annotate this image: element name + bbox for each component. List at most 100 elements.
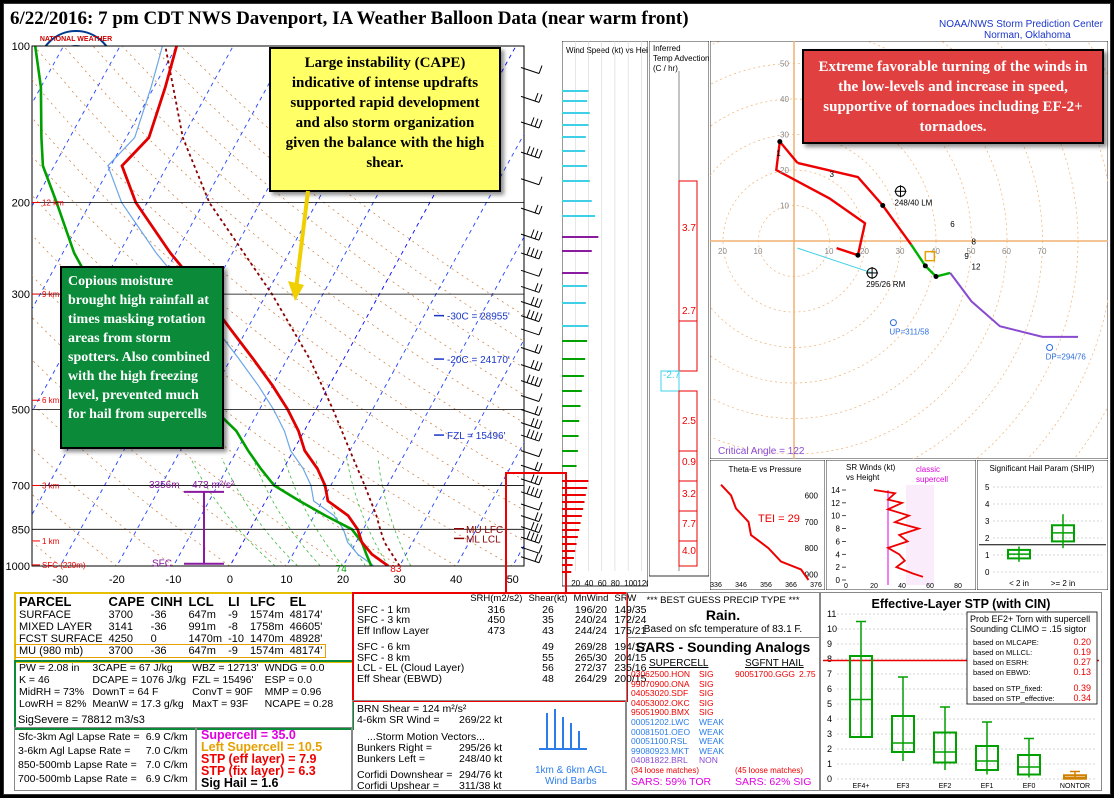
- wind-barb-flag: [534, 361, 539, 370]
- ship-y-tick: 4: [985, 500, 990, 509]
- precip-title: *** BEST GUESS PRECIP TYPE ***: [646, 595, 800, 606]
- wind-barb-flag: [538, 284, 543, 293]
- thermo-indices-box: PW = 2.08 in 3CAPE = 67 J/kg WBZ = 12713' W…: [14, 660, 354, 730]
- ship-category-label: < 2 in: [1009, 579, 1029, 588]
- ship-category-label: >= 2 in: [1051, 579, 1075, 588]
- temp-advection-value: 2.7: [682, 306, 696, 317]
- wind-barb-flag: [534, 118, 539, 127]
- stp-probability-label: based on EBWD:: [973, 668, 1031, 677]
- wind-barb-flag: [534, 419, 539, 428]
- stp-y-tick: 0: [827, 774, 832, 784]
- wind-barb: [520, 544, 543, 554]
- wind-barb-flag: [534, 461, 539, 471]
- sr-winds-annotation-2: supercell: [916, 475, 948, 484]
- isotherm-line: [32, 46, 291, 516]
- thermo-cell: ConvT = 90F: [192, 686, 253, 698]
- pressure-tick-label: 500: [12, 404, 30, 416]
- hodograph-ring-label: 50: [780, 60, 789, 69]
- wind-barb: [520, 461, 543, 472]
- wind-barb-staff: [520, 526, 540, 534]
- wind-barb-flag: [538, 534, 543, 544]
- wind-barb-staff: [520, 395, 540, 402]
- precip-type-box: *** BEST GUESS PRECIP TYPE *** Rain. Bas…: [626, 592, 820, 638]
- kinematic-cell: 194/17: [614, 641, 647, 653]
- pressure-tick-label: 300: [12, 289, 30, 301]
- parcel-table-cell: 0: [150, 633, 157, 645]
- hodograph-ring-label: 30: [780, 131, 789, 140]
- wind-barb-flag: [530, 117, 535, 126]
- hodograph-point-label: 1: [776, 149, 781, 158]
- stp-box: [891, 715, 915, 753]
- wind-barb-flag: [530, 296, 535, 306]
- bottom-panel: PARCEL CAPE CINH LCL LI LFC EL SURFACE 3700 -36 64…: [12, 592, 1102, 792]
- wind-barb-flag: [538, 432, 543, 442]
- wind-barb-flag: [538, 448, 543, 457]
- wind-barb: [520, 428, 543, 442]
- stp-category-label: EF2: [939, 783, 952, 790]
- sars-supercell-match: 03062500.HON: [631, 669, 691, 679]
- wind-barb: [520, 553, 543, 564]
- wind-barb-staff: [520, 464, 540, 472]
- sr-wind-value: 269/22 kt: [459, 714, 503, 726]
- callout-arrow-icon: [288, 190, 310, 301]
- wind-speed-tick: 120: [637, 579, 648, 588]
- wind-barb: [520, 531, 543, 544]
- parcel-table-cell: FCST SURFACE: [19, 633, 103, 645]
- thermo-cell: MMP = 0.96: [264, 686, 322, 698]
- height-tick-label: 6 km: [42, 396, 60, 405]
- wind-barb: [520, 229, 543, 241]
- moist-adiabat-line: [377, 457, 412, 566]
- kinematic-cell: 240/24: [574, 614, 608, 626]
- wind-barb: [520, 374, 543, 388]
- kinematic-cell: SFC - 8 km: [357, 651, 411, 664]
- storm-motion-value: 294/76 kt: [459, 769, 503, 781]
- wind-barb-staff: [520, 151, 540, 159]
- temperature-tick-label: -10: [165, 574, 181, 586]
- sars-supercell-tag: SIG: [699, 669, 714, 679]
- thermo-cell: WBZ = 12713': [192, 662, 259, 674]
- effective-inflow-srh-label: 473 m²/s²: [192, 480, 235, 491]
- wind-speed-tick: 100: [624, 579, 638, 588]
- parcel-table-cell: MIXED LAYER: [19, 621, 93, 633]
- hodograph-axis-label: 20: [718, 247, 727, 256]
- hodograph-axis-label: 20: [860, 247, 869, 256]
- hodograph-point: [880, 203, 886, 208]
- stp-box: [975, 745, 999, 771]
- parcel-table-cell: 1574m: [249, 645, 284, 657]
- thermo-cell: K = 46: [19, 674, 50, 686]
- sars-supercell-match: 99070900.ONA: [631, 678, 690, 689]
- wind-barb: [520, 344, 543, 354]
- temp-advection-value: 7.7: [682, 519, 696, 530]
- sars-supercell-tag: NON: [699, 755, 718, 766]
- isotherm-line: [4, 46, 7, 577]
- thermo-cell: MeanW = 17.3 g/kg: [92, 698, 184, 710]
- stp-probability-title: Prob EF2+ Torn with supercell: [970, 614, 1090, 624]
- lapse-rate-cell: Sfc-3km Agl Lapse Rate =: [18, 731, 140, 743]
- kinematic-table: SRH(m2/s2) Shear(kt) MnWind SRW SFC - 1 km 31…: [354, 593, 650, 684]
- thermo-cell: LowRH = 82%: [19, 698, 87, 710]
- sr-wind-label: 4-6km SR Wind =: [357, 714, 440, 726]
- theta-e-x-tick: 336: [710, 582, 722, 589]
- wind-barb-flag: [530, 532, 535, 541]
- parcel-table-cell: 48928': [289, 633, 323, 645]
- hodograph-trace-upper: [949, 272, 1078, 338]
- sars-box: SARS - Sounding Analogs SUPERCELL SGFNT …: [626, 637, 820, 791]
- wind-barb-flag: [538, 554, 543, 563]
- hodograph-point-label: 6: [950, 220, 955, 229]
- supercell-composite: Supercell = 35.0: [201, 728, 296, 742]
- sr-winds-trace: [873, 489, 924, 578]
- sars-supercell-match: 99080923.MKT: [631, 745, 690, 756]
- theta-e-y-tick: 800: [805, 544, 819, 553]
- hodograph-point: [855, 252, 861, 258]
- isotherm-line: [285, 133, 524, 566]
- sars-hail-size: 2.75: [799, 669, 816, 679]
- moisture-callout: Copious moisture brought high rainfall a…: [60, 266, 224, 449]
- wind-barb-flag: [538, 524, 543, 533]
- wind-barb: [520, 485, 543, 499]
- pressure-tick-label: 1000: [6, 561, 30, 573]
- wind-barb-flag: [534, 533, 539, 543]
- parcel-table-header-cell: LI: [228, 594, 240, 609]
- kinematic-cell: 244/24: [574, 624, 608, 637]
- ship-boxplot-panel: Significant Hail Param (SHIP) 5 4 3 2 1 0 < 2 i…: [977, 460, 1108, 590]
- theta-e-y-tick: 600: [805, 491, 819, 500]
